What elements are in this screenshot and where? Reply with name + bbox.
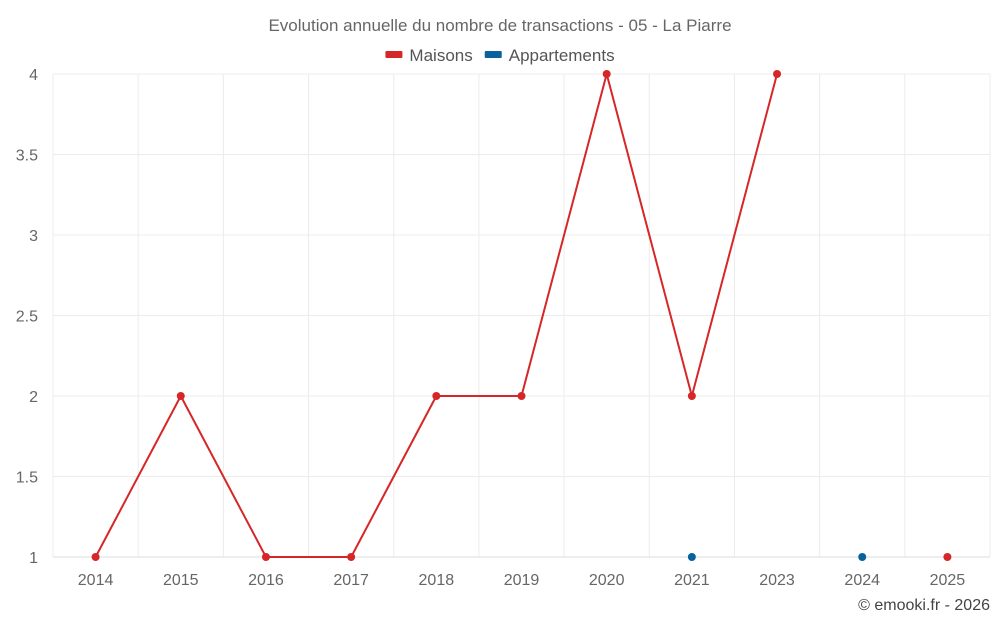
data-point[interactable] [347, 553, 356, 561]
y-axis: 1 1.5 2 2.5 3 3.5 4 [16, 67, 38, 567]
grid [52, 73, 991, 558]
x-tick-label: 2017 [333, 572, 369, 589]
data-point[interactable] [517, 392, 526, 400]
x-tick-label: 2016 [248, 572, 284, 589]
data-point[interactable] [687, 392, 696, 400]
chart-title: Evolution annuelle du nombre de transact… [268, 16, 731, 35]
y-tick-label: 2.5 [16, 309, 38, 326]
legend-label[interactable]: Maisons [409, 46, 472, 65]
legend-label[interactable]: Appartements [509, 46, 615, 65]
x-tick-label: 2024 [844, 572, 880, 589]
data-point[interactable] [261, 553, 270, 561]
x-tick-label: 2014 [78, 572, 114, 589]
data-point[interactable] [432, 392, 441, 400]
data-point[interactable] [943, 553, 952, 561]
series-appartements [687, 553, 867, 561]
series-maisons [91, 70, 952, 561]
x-tick-label: 2019 [504, 572, 540, 589]
data-point[interactable] [602, 70, 611, 78]
x-tick-label: 2025 [930, 572, 966, 589]
x-tick-label: 2021 [674, 572, 710, 589]
x-tick-label: 2020 [589, 572, 625, 589]
legend-swatch [385, 51, 403, 58]
y-tick-label: 3 [29, 228, 38, 245]
legend: Maisons Appartements [385, 46, 615, 65]
x-tick-label: 2023 [759, 572, 795, 589]
y-tick-label: 4 [29, 67, 38, 84]
y-tick-label: 1.5 [16, 470, 38, 487]
data-point[interactable] [687, 553, 696, 561]
credit-text: © emooki.fr - 2026 [858, 597, 990, 614]
y-tick-label: 2 [29, 389, 38, 406]
series-layer [91, 70, 952, 561]
data-point[interactable] [176, 392, 185, 400]
x-axis: 2014 2015 2016 2017 2018 2019 2020 2021 2023 2024… [78, 572, 966, 589]
data-point[interactable] [773, 70, 782, 78]
legend-swatch [484, 51, 502, 58]
y-tick-label: 1 [29, 550, 38, 567]
x-tick-label: 2015 [163, 572, 199, 589]
data-point[interactable] [91, 553, 100, 561]
x-tick-label: 2018 [419, 572, 455, 589]
data-point[interactable] [858, 553, 867, 561]
y-tick-label: 3.5 [16, 148, 38, 165]
